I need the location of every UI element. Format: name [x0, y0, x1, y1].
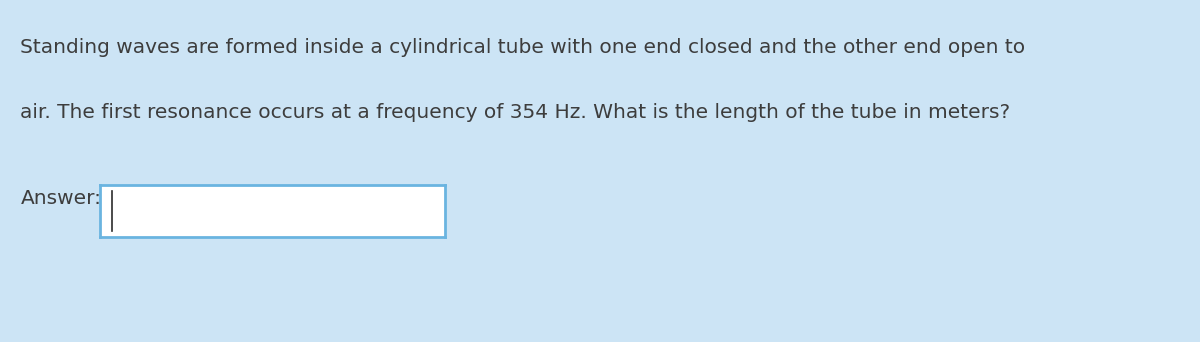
Text: Standing waves are formed inside a cylindrical tube with one end closed and the : Standing waves are formed inside a cylin…	[20, 38, 1026, 57]
Text: Answer:: Answer:	[20, 189, 101, 208]
Text: air. The first resonance occurs at a frequency of 354 Hz. What is the length of : air. The first resonance occurs at a fre…	[20, 103, 1010, 122]
